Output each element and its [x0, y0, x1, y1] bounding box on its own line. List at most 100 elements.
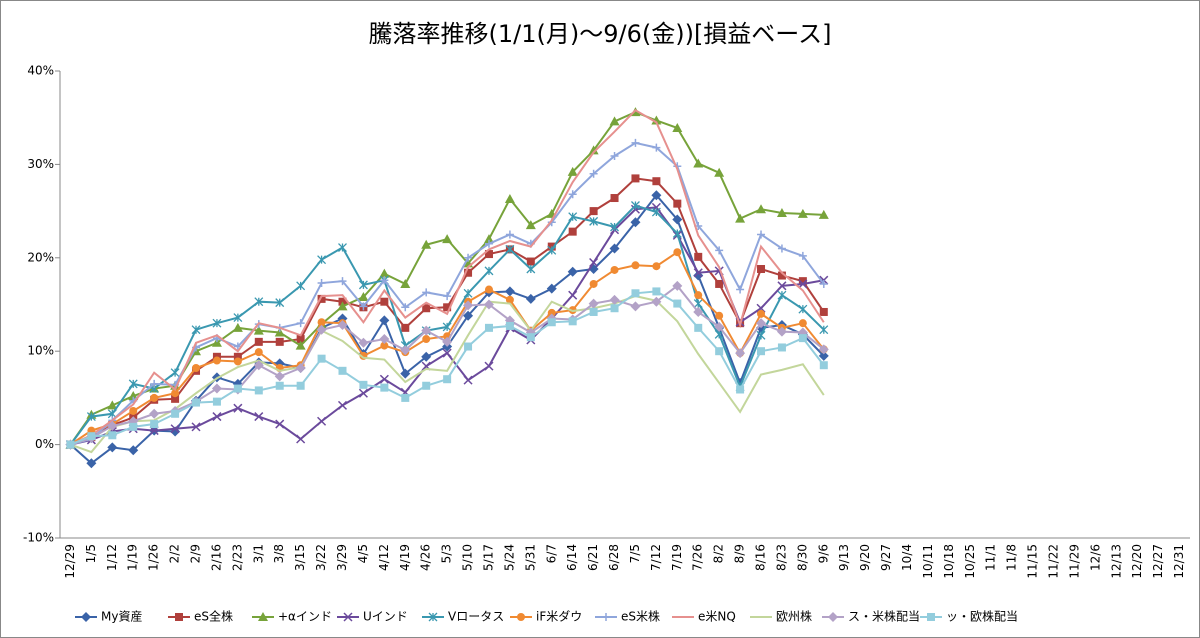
data-point	[442, 322, 452, 332]
data-point	[589, 257, 599, 268]
data-point	[651, 115, 662, 125]
data-point	[274, 327, 285, 337]
x-tick-label: 12/29	[63, 544, 77, 579]
data-point	[484, 250, 493, 259]
data-point	[547, 318, 556, 327]
data-point	[652, 287, 661, 296]
legend-marker	[517, 613, 525, 621]
data-point	[819, 307, 828, 316]
data-point	[86, 412, 96, 422]
data-point	[568, 212, 578, 222]
legend-label: ス・米株配当	[848, 609, 920, 624]
data-point	[735, 348, 746, 359]
data-point	[589, 216, 599, 226]
data-point	[422, 381, 431, 390]
data-point	[610, 304, 619, 313]
data-point	[798, 304, 808, 314]
data-point	[484, 361, 494, 371]
data-point	[380, 383, 389, 392]
data-point	[359, 380, 368, 389]
data-point	[505, 321, 514, 330]
data-point	[505, 230, 514, 239]
data-point	[818, 344, 829, 355]
data-point	[358, 292, 369, 302]
x-tick-label: 7/26	[691, 544, 705, 571]
data-point	[756, 318, 767, 329]
data-point	[756, 330, 766, 340]
data-point	[673, 299, 682, 308]
data-point	[693, 299, 703, 309]
data-point	[295, 363, 306, 374]
x-tick-label: 9/27	[879, 544, 893, 571]
legend-label: +αインド	[278, 610, 332, 624]
data-point	[87, 432, 96, 441]
data-point	[422, 288, 431, 297]
data-point	[525, 293, 536, 304]
data-point	[316, 324, 327, 335]
data-point	[442, 234, 453, 244]
data-point	[212, 412, 222, 422]
data-point	[212, 397, 221, 406]
data-point	[672, 280, 683, 291]
data-point	[777, 290, 787, 300]
data-point	[380, 297, 389, 306]
x-tick-label: 6/14	[565, 544, 579, 571]
x-tick-label: 12/6	[1088, 544, 1102, 571]
y-tick-label: 40%	[27, 64, 54, 78]
data-point	[736, 385, 745, 394]
data-point	[337, 400, 348, 410]
data-point	[651, 190, 662, 201]
x-tick-label: 3/8	[272, 544, 286, 563]
legend-item: +αインド	[252, 610, 332, 624]
x-tick-label: 1/5	[84, 544, 98, 563]
x-tick-label: 11/29	[1067, 544, 1081, 579]
x-tick-label: 11/15	[1026, 544, 1040, 579]
x-tick-label: 12/13	[1109, 544, 1123, 579]
data-point	[694, 291, 703, 300]
x-tick-label: 11/8	[1005, 544, 1019, 571]
data-point	[776, 207, 787, 217]
data-point	[421, 325, 432, 336]
x-tick-label: 3/15	[293, 544, 307, 571]
data-point	[296, 434, 306, 444]
data-point	[401, 303, 410, 312]
data-point	[547, 308, 556, 317]
data-point	[296, 281, 306, 291]
data-point	[66, 440, 75, 449]
legend-marker	[428, 612, 438, 622]
data-point	[379, 268, 390, 278]
data-point	[798, 251, 807, 260]
data-point	[400, 345, 411, 356]
legend-item: 欧州株	[750, 609, 812, 624]
x-tick-label: 6/21	[586, 544, 600, 571]
x-tick-label: 6/7	[544, 544, 558, 563]
data-point	[505, 244, 515, 254]
data-point	[693, 158, 704, 168]
data-point	[483, 299, 494, 310]
x-tick-label: 5/10	[461, 544, 475, 571]
data-point	[609, 294, 620, 305]
data-point	[777, 343, 786, 352]
data-point	[588, 298, 599, 309]
data-point	[254, 386, 263, 395]
data-point	[129, 422, 138, 431]
legend-marker	[81, 612, 91, 622]
data-point	[107, 420, 118, 431]
data-point	[652, 143, 661, 152]
data-point	[673, 199, 682, 208]
data-point	[464, 268, 473, 277]
data-point	[484, 285, 493, 294]
x-tick-label: 7/12	[649, 544, 663, 571]
x-tick-label: 1/12	[105, 544, 119, 571]
legend-item: e米NQ	[672, 610, 736, 624]
data-point	[504, 286, 515, 297]
data-point	[233, 384, 242, 393]
data-point	[610, 222, 619, 232]
legend-label: Uインド	[363, 610, 408, 624]
legend-marker	[927, 613, 935, 621]
data-point	[777, 244, 786, 253]
data-point	[191, 422, 201, 432]
x-tick-label: 11/22	[1046, 544, 1060, 579]
data-point	[589, 169, 598, 178]
